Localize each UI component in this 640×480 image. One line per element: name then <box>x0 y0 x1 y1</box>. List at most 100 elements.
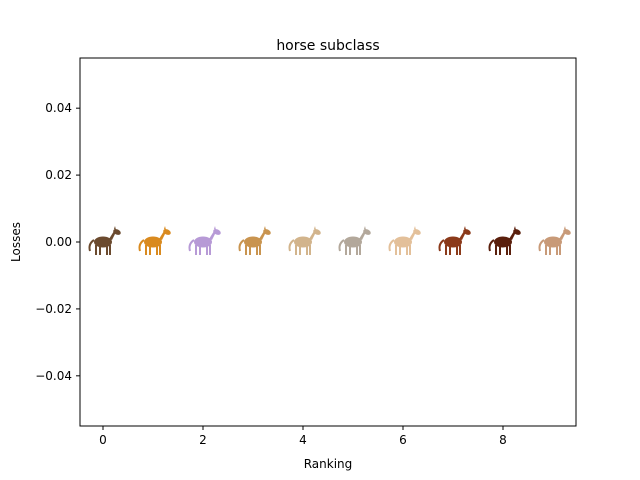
horse-leg <box>295 245 297 255</box>
horse-neck <box>259 231 266 240</box>
horse-neck <box>509 231 516 240</box>
horse-neck <box>309 231 316 240</box>
horse-leg <box>506 245 508 255</box>
horse-head <box>313 229 321 235</box>
horse-ear <box>264 226 266 230</box>
horse-tail <box>288 239 295 252</box>
horse-leg <box>145 245 147 255</box>
horse-marker <box>538 226 571 255</box>
horse-body <box>394 236 412 248</box>
horse-leg <box>259 245 261 255</box>
horse-tail <box>488 239 495 252</box>
horse-marker <box>438 226 471 255</box>
horse-head <box>563 229 571 235</box>
horse-body <box>244 236 262 248</box>
horse-leg <box>149 245 151 255</box>
y-tick-label: −0.02 <box>35 302 72 316</box>
horse-ear <box>214 226 216 230</box>
horse-body <box>444 236 462 248</box>
horse-ear <box>564 226 566 230</box>
horse-marker <box>188 226 221 255</box>
horse-ear <box>514 226 516 230</box>
horse-leg <box>159 245 161 255</box>
horse-leg <box>499 245 501 255</box>
horse-leg <box>456 245 458 255</box>
horse-tail <box>188 239 195 252</box>
horse-leg <box>245 245 247 255</box>
y-axis-label: Losses <box>9 222 23 262</box>
horse-head <box>413 229 421 235</box>
horse-neck <box>409 231 416 240</box>
horse-tail <box>138 239 145 252</box>
horse-marker <box>388 226 421 255</box>
x-tick-label: 0 <box>99 433 107 447</box>
horse-leg <box>99 245 101 255</box>
y-tick-label: 0.04 <box>45 101 72 115</box>
horse-tail <box>388 239 395 252</box>
horse-leg <box>109 245 111 255</box>
x-tick-label: 8 <box>499 433 507 447</box>
horse-head <box>113 229 121 235</box>
y-tick-label: −0.04 <box>35 369 72 383</box>
horse-leg <box>549 245 551 255</box>
horse-leg <box>359 245 361 255</box>
horse-marker <box>138 226 171 255</box>
y-tick-label: 0.02 <box>45 168 72 182</box>
horse-leg <box>509 245 511 255</box>
horse-leg <box>356 245 358 255</box>
horse-leg <box>395 245 397 255</box>
horse-leg <box>195 245 197 255</box>
horse-leg <box>306 245 308 255</box>
horse-leg <box>559 245 561 255</box>
horse-body <box>494 236 512 248</box>
horse-neck <box>559 231 566 240</box>
horse-neck <box>209 231 216 240</box>
horse-leg <box>106 245 108 255</box>
horse-body <box>294 236 312 248</box>
horse-marker <box>238 226 271 255</box>
horse-leg <box>299 245 301 255</box>
horse-body <box>194 236 212 248</box>
horse-leg <box>406 245 408 255</box>
horse-head <box>163 229 171 235</box>
horse-head <box>513 229 521 235</box>
horse-ear <box>364 226 366 230</box>
horse-leg <box>156 245 158 255</box>
horse-leg <box>449 245 451 255</box>
horse-head <box>463 229 471 235</box>
horse-leg <box>445 245 447 255</box>
horse-leg <box>399 245 401 255</box>
horse-body <box>94 236 112 248</box>
horse-leg <box>249 245 251 255</box>
horse-leg <box>256 245 258 255</box>
horse-head <box>363 229 371 235</box>
x-tick-label: 6 <box>399 433 407 447</box>
horse-ear <box>414 226 416 230</box>
x-tick-label: 2 <box>199 433 207 447</box>
horse-leg <box>556 245 558 255</box>
horse-ear <box>464 226 466 230</box>
horse-tail <box>238 239 245 252</box>
horse-tail <box>338 239 345 252</box>
horse-leg <box>209 245 211 255</box>
horse-leg <box>199 245 201 255</box>
plot-area: 0 2 4 6 8 −0.04 −0.02 0.00 0.02 0.04 <box>35 101 571 447</box>
chart-title: horse subclass <box>276 38 379 54</box>
horse-leg <box>495 245 497 255</box>
horse-tail <box>538 239 545 252</box>
horse-neck <box>359 231 366 240</box>
horse-leg <box>459 245 461 255</box>
x-axis-label: Ranking <box>304 457 353 471</box>
horse-ear <box>164 226 166 230</box>
horse-leg <box>409 245 411 255</box>
horse-body <box>144 236 162 248</box>
horse-leg <box>95 245 97 255</box>
horse-body <box>544 236 562 248</box>
horse-ear <box>314 226 316 230</box>
axes-frame <box>79 57 577 427</box>
horse-neck <box>459 231 466 240</box>
horse-marker <box>288 226 321 255</box>
horse-tail <box>438 239 445 252</box>
horse-neck <box>159 231 166 240</box>
